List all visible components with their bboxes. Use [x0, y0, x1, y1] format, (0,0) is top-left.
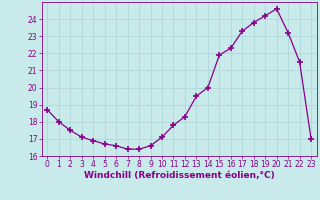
X-axis label: Windchill (Refroidissement éolien,°C): Windchill (Refroidissement éolien,°C) [84, 171, 275, 180]
